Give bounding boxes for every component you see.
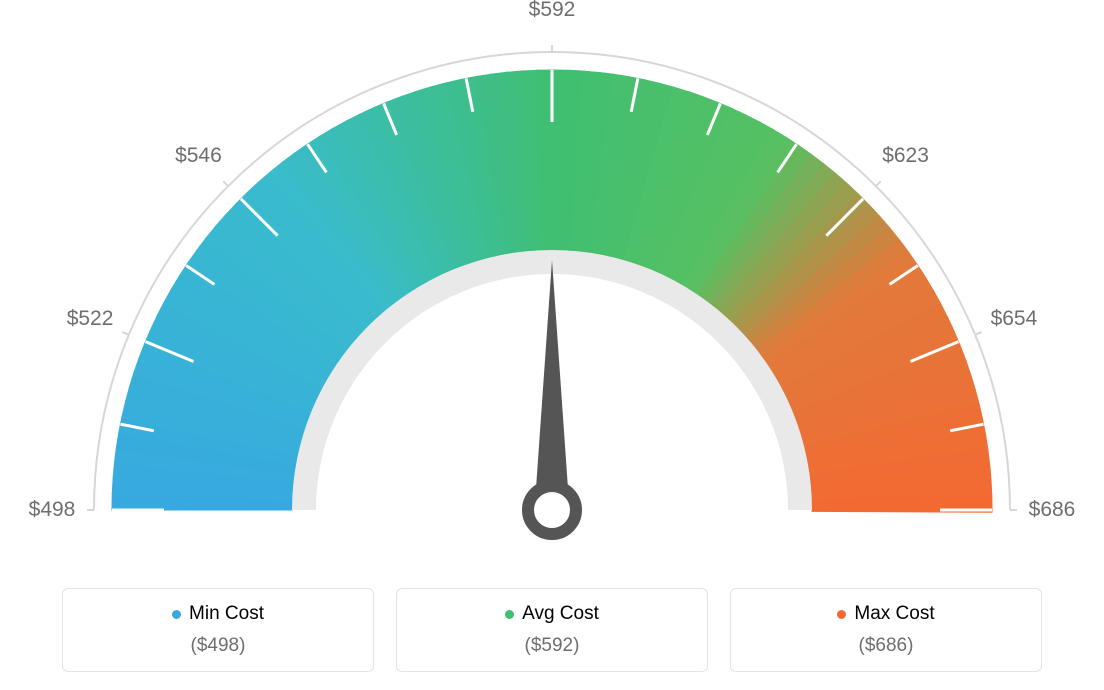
gauge-tick-label: $522	[67, 307, 114, 331]
gauge-tick-label: $654	[991, 307, 1038, 331]
legend-value-max: ($686)	[731, 635, 1041, 657]
legend-title-avg: Avg Cost	[505, 603, 599, 625]
gauge-chart: $498 $522 $546 $592 $623 $654 $686	[0, 0, 1104, 570]
gauge-svg	[0, 0, 1104, 570]
legend-label-max: Max Cost	[854, 603, 934, 625]
gauge-tick-label: $546	[175, 144, 222, 168]
legend-card-max: Max Cost ($686)	[730, 588, 1042, 672]
gauge-tick-label: $498	[29, 498, 76, 522]
gauge-tick-label: $686	[1029, 498, 1076, 522]
legend-label-min: Min Cost	[189, 603, 264, 625]
gauge-tick-label: $592	[529, 0, 576, 22]
legend-dot-avg	[505, 610, 514, 619]
legend-row: Min Cost ($498) Avg Cost ($592) Max Cost…	[0, 588, 1104, 672]
legend-dot-min	[172, 610, 181, 619]
legend-card-min: Min Cost ($498)	[62, 588, 374, 672]
legend-title-min: Min Cost	[172, 603, 264, 625]
legend-card-avg: Avg Cost ($592)	[396, 588, 708, 672]
legend-value-avg: ($592)	[397, 635, 707, 657]
legend-dot-max	[837, 610, 846, 619]
gauge-tick-label: $623	[882, 144, 929, 168]
legend-value-min: ($498)	[63, 635, 373, 657]
legend-title-max: Max Cost	[837, 603, 934, 625]
legend-label-avg: Avg Cost	[522, 603, 599, 625]
chart-container: $498 $522 $546 $592 $623 $654 $686 Min Cost ($…	[0, 0, 1104, 690]
